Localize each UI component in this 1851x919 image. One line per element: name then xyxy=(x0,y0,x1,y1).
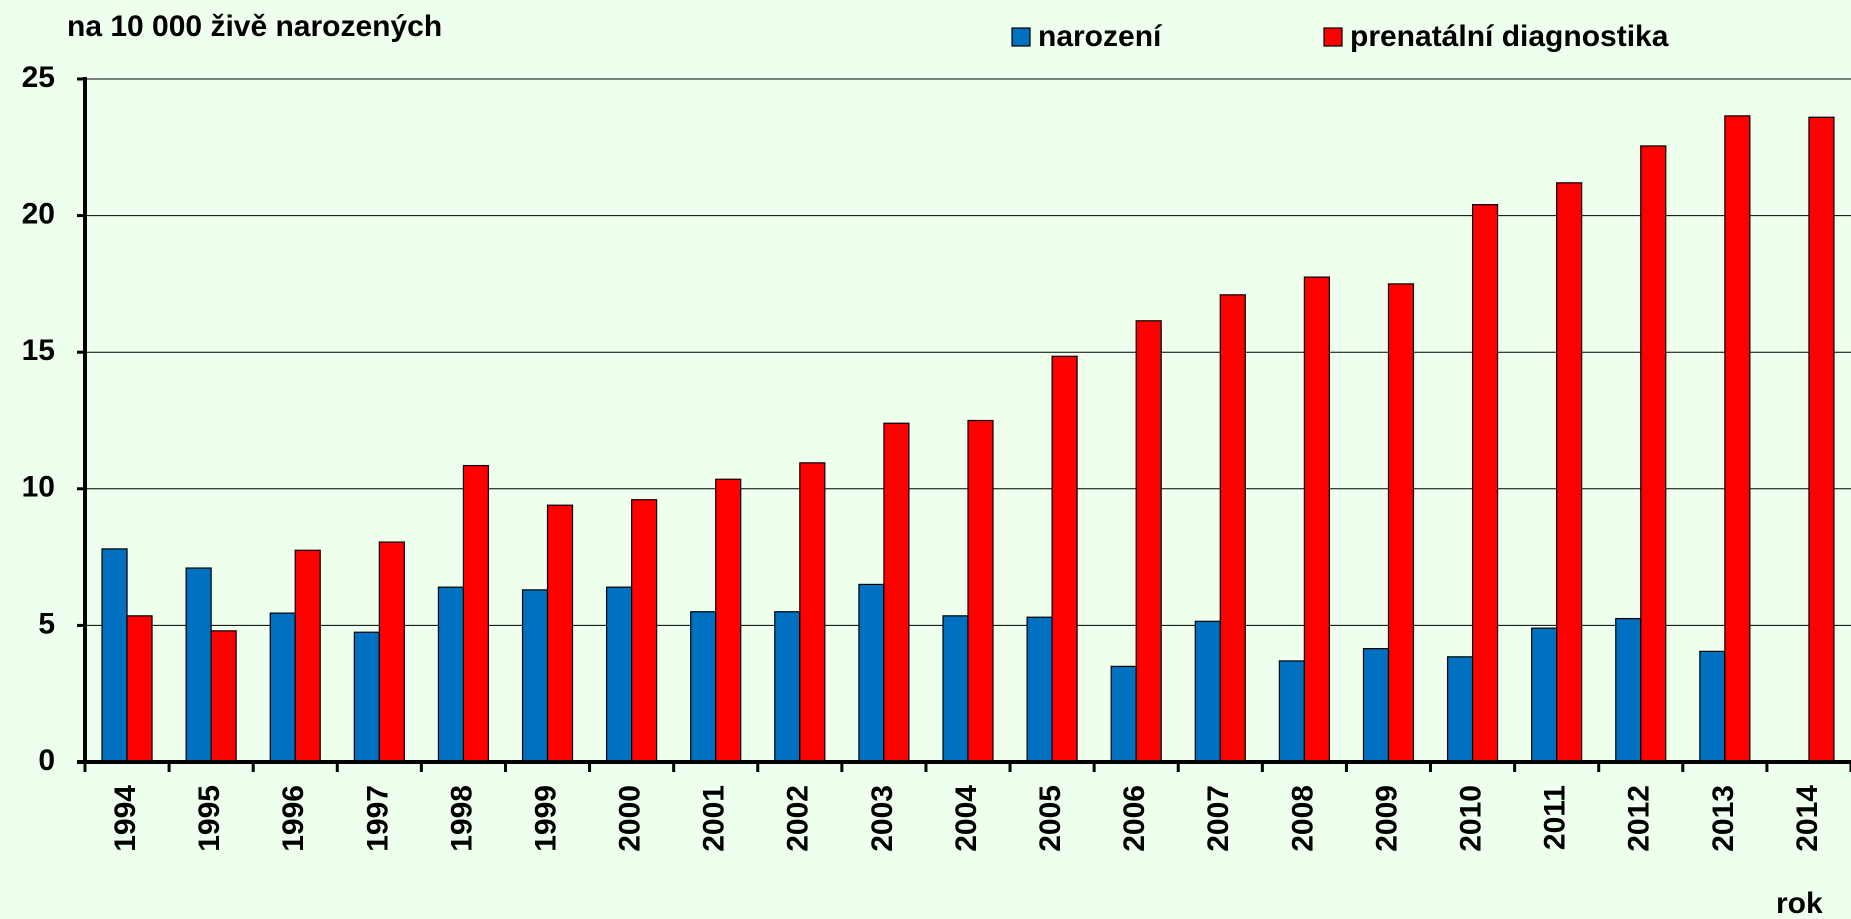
y-tick-label: 15 xyxy=(22,334,55,367)
bar xyxy=(715,478,742,763)
x-axis-title: rok xyxy=(1776,887,1823,919)
x-tick-label: 2011 xyxy=(1539,785,1572,850)
legend-label: narození xyxy=(1038,20,1163,53)
legend-swatch xyxy=(1011,27,1031,47)
x-tick-label: 2001 xyxy=(698,785,731,852)
bar xyxy=(942,615,969,763)
bar xyxy=(1219,294,1246,763)
x-tick-label: 2010 xyxy=(1454,785,1487,852)
x-tick-label: 2004 xyxy=(950,785,983,852)
y-tick-label: 0 xyxy=(38,744,55,777)
bar xyxy=(1303,276,1330,763)
x-tick-label: 1999 xyxy=(529,785,562,852)
bar xyxy=(1531,627,1558,763)
x-tick-label: 2007 xyxy=(1202,785,1235,852)
bar xyxy=(1051,355,1078,763)
bar xyxy=(799,462,826,763)
bar xyxy=(1724,115,1751,763)
bar xyxy=(126,615,153,763)
x-tick-label: 2009 xyxy=(1370,785,1403,852)
bar xyxy=(1362,648,1390,763)
bar xyxy=(521,589,549,763)
x-tick-label: 2005 xyxy=(1034,785,1067,852)
bar xyxy=(1278,660,1305,763)
x-tick-label: 2006 xyxy=(1118,785,1151,852)
bar xyxy=(437,586,465,763)
bar xyxy=(1387,283,1415,763)
bar xyxy=(101,548,128,763)
bar xyxy=(1110,665,1137,763)
bar xyxy=(774,611,801,763)
bar xyxy=(631,499,658,763)
bar xyxy=(1026,616,1053,763)
y-tick-label: 10 xyxy=(22,471,55,504)
bar xyxy=(1615,617,1642,763)
bar xyxy=(1135,320,1162,763)
bar xyxy=(294,549,321,763)
bar xyxy=(353,631,380,763)
bar xyxy=(1640,145,1667,763)
bar xyxy=(606,586,633,763)
x-tick-label: 1994 xyxy=(109,785,142,852)
bar xyxy=(1808,116,1835,763)
x-tick-label: 2003 xyxy=(866,785,899,852)
legend-label: prenatální diagnostika xyxy=(1350,20,1669,53)
bar xyxy=(378,541,405,763)
bar xyxy=(462,464,490,763)
x-tick-label: 1997 xyxy=(361,785,394,852)
bar xyxy=(185,567,212,763)
bar xyxy=(967,419,994,763)
y-tick-label: 20 xyxy=(22,198,55,231)
bar xyxy=(1194,620,1221,763)
y-axis-title: na 10 000 živě narozených xyxy=(67,10,442,43)
x-tick-label: 1998 xyxy=(445,785,478,852)
bar xyxy=(1556,182,1583,763)
x-tick-label: 2014 xyxy=(1791,785,1824,852)
x-tick-label: 2012 xyxy=(1623,785,1656,852)
x-tick-label: 2008 xyxy=(1286,785,1319,852)
bar xyxy=(546,504,574,763)
bar xyxy=(1446,656,1474,763)
bar xyxy=(269,612,296,763)
y-tick-label: 25 xyxy=(22,61,55,94)
y-tick-label: 5 xyxy=(38,607,55,640)
bar xyxy=(1699,650,1726,763)
bar xyxy=(1471,204,1499,763)
bar xyxy=(858,583,885,763)
x-tick-label: 2013 xyxy=(1707,785,1740,852)
x-tick-label: 1995 xyxy=(193,785,226,852)
x-tick-label: 2000 xyxy=(614,785,647,852)
bar xyxy=(883,422,910,763)
x-tick-label: 1996 xyxy=(277,785,310,852)
legend-swatch xyxy=(1323,27,1343,47)
bar xyxy=(690,611,717,763)
bar xyxy=(210,630,237,763)
x-tick-label: 2002 xyxy=(782,785,815,852)
